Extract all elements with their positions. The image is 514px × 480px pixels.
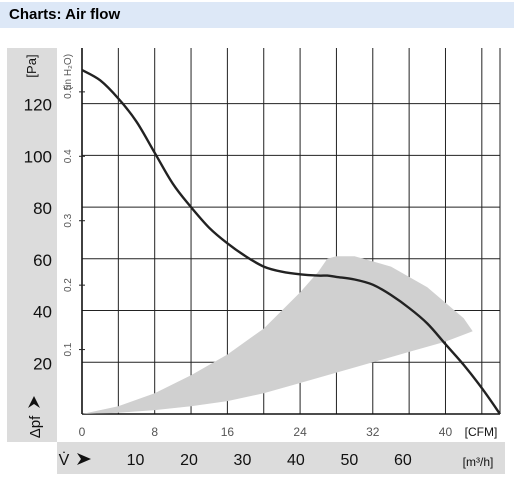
y-tick-label-pa: 40 xyxy=(33,303,52,322)
x-tick-label-cfm: 24 xyxy=(293,425,307,439)
y-axis-inh2o-label: (in H₂O) xyxy=(63,54,74,90)
y-tick-label-inh2o: 0.1 xyxy=(63,342,74,356)
x-axis-arrow-icon xyxy=(77,453,91,465)
x-tick-label-m3h: 50 xyxy=(341,452,359,469)
y-tick-label-pa: 120 xyxy=(24,96,52,115)
y-tick-label-pa: 80 xyxy=(33,199,52,218)
header-bar: Charts: Air flow xyxy=(0,2,514,28)
y-tick-label-inh2o: 0.2 xyxy=(63,278,74,292)
x-axis-m3h-label: [m³/h] xyxy=(463,455,494,469)
y-tick-label-inh2o: 0.4 xyxy=(63,149,74,163)
x-axis-v-label: V̇ xyxy=(59,451,70,469)
y-axis-strip xyxy=(7,48,57,442)
y-axis-pa-label: [Pa] xyxy=(24,54,39,77)
y-axis-arrow-icon xyxy=(28,396,40,408)
y-tick-label-inh2o: 0.5 xyxy=(63,85,74,99)
x-tick-label-m3h: 60 xyxy=(394,452,412,469)
x-axis-cfm-label: [CFM] xyxy=(465,425,498,439)
curve-layer xyxy=(81,68,501,415)
operating-range-layer xyxy=(82,256,473,414)
x-tick-label-cfm: 16 xyxy=(221,425,235,439)
x-tick-label-cfm: 8 xyxy=(151,425,158,439)
x-tick-label-m3h: 20 xyxy=(180,452,198,469)
y-tick-label-pa: 20 xyxy=(33,354,52,373)
x-tick-label-m3h: 10 xyxy=(127,452,145,469)
x-axis-strip xyxy=(57,442,505,474)
x-tick-label-cfm: 40 xyxy=(439,425,453,439)
x-tick-label-cfm: 0 xyxy=(79,425,86,439)
x-tick-label-cfm: 32 xyxy=(366,425,380,439)
y-tick-label-inh2o: 0.3 xyxy=(63,213,74,227)
y-tick-label-pa: 60 xyxy=(33,251,52,270)
operating-range-area xyxy=(82,256,473,414)
y-tick-label-pa: 100 xyxy=(24,147,52,166)
page-title: Charts: Air flow xyxy=(9,6,121,23)
x-tick-label-m3h: 40 xyxy=(287,452,305,469)
fan-curve-line xyxy=(81,68,501,415)
y-axis-delta-p-label: Δpf xyxy=(27,415,44,438)
tick-labels: 20 40 60 80 100 120 0.1 0.2 0.3 0.4 0.5 0 8 16 24 32 40 1… xyxy=(24,85,453,469)
x-tick-label-m3h: 30 xyxy=(234,452,252,469)
